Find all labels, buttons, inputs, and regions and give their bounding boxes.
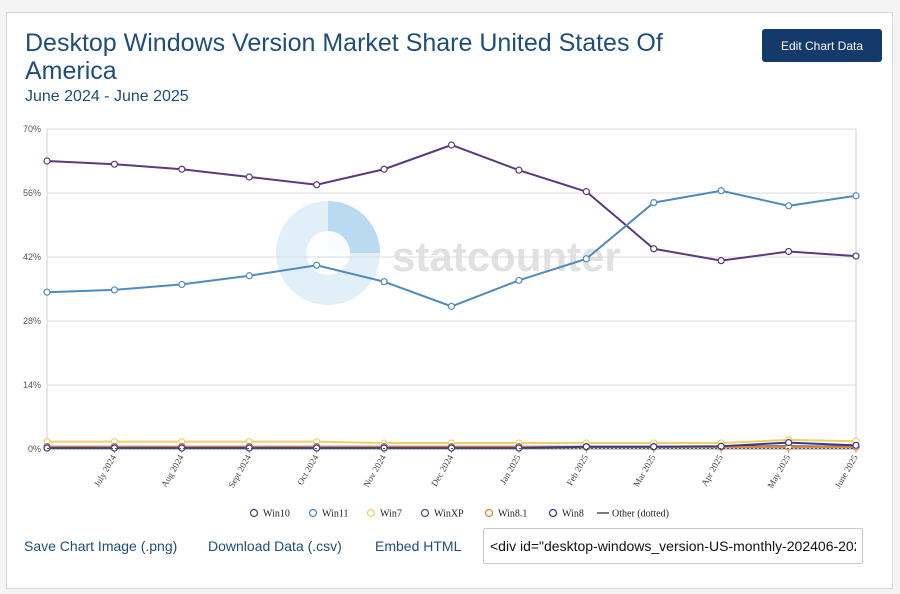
legend-label: Other (dotted) [612,509,669,520]
data-point[interactable] [380,165,388,173]
edit-chart-data-button[interactable]: Edit Chart Data [762,29,882,62]
data-point[interactable] [717,442,725,450]
date-range-subtitle: June 2024 - June 2025 [25,88,189,105]
chart-card: Desktop Windows Version Market Share Uni… [6,12,893,589]
legend-item[interactable]: Win7 [366,508,402,520]
series-win11 [43,187,860,310]
data-point[interactable] [110,286,119,294]
x-axis-ticks: July 2024 Aug 2024 Sept 2024 Oct 2024 Nov 20… [92,449,860,490]
x-tick-label: Aug 2024 [159,453,186,489]
x-tick-label: Oct 2024 [295,453,321,487]
data-point[interactable] [515,166,523,174]
data-point[interactable] [43,288,51,296]
legend-label: WinXP [434,509,464,520]
y-tick-label: 70% [23,124,41,134]
data-point[interactable] [178,165,186,173]
legend-item[interactable]: Win8 [548,508,584,520]
y-tick-label: 0% [28,444,41,454]
y-axis-ticks: 0% 14% 28% 42% 56% 70% [23,124,41,454]
data-point[interactable] [515,276,523,284]
save-chart-image-link[interactable]: Save Chart Image (.png) [24,538,178,554]
data-point[interactable] [178,280,186,289]
data-point[interactable] [784,247,793,256]
data-point[interactable] [380,278,388,286]
data-point[interactable] [650,245,658,253]
legend-label: Win8 [562,509,584,520]
x-tick-label: Feb 2025 [565,453,591,488]
data-point[interactable] [582,255,590,263]
data-point[interactable] [245,173,253,181]
data-point[interactable] [852,252,860,260]
x-tick-label: Sept 2024 [226,453,253,490]
chart-series [43,141,860,452]
x-tick-label: July 2024 [92,453,119,489]
x-tick-label: Dec 2024 [429,453,455,489]
data-point[interactable] [582,188,590,196]
x-tick-label: Nov 2024 [361,453,388,489]
y-tick-label: 28% [23,316,41,326]
data-point[interactable] [110,160,119,168]
download-data-link[interactable]: Download Data (.csv) [208,538,342,554]
legend-marker [484,508,494,518]
legend-marker [308,508,318,518]
data-point[interactable] [43,157,51,165]
series-win10 [43,141,860,265]
page-title: Desktop Windows Version Market Share Uni… [25,29,663,85]
legend-item[interactable]: Win8.1 [484,508,528,520]
legend-label: Win8.1 [498,509,527,520]
statcounter-watermark: statcounter [276,201,621,305]
legend-label: Win11 [322,509,348,520]
legend-label: Win7 [380,509,402,520]
legend-marker [420,508,430,518]
legend-label: Win10 [263,509,290,520]
data-point[interactable] [313,181,321,189]
legend-item[interactable]: Other (dotted) [597,509,669,520]
x-tick-label: June 2025 [833,453,860,490]
legend-item[interactable]: Win11 [308,508,349,520]
x-tick-label: Mar 2025 [631,453,658,489]
x-tick-label: Apr 2025 [699,453,725,488]
y-tick-label: 56% [23,188,41,198]
legend-item[interactable]: WinXP [420,508,465,520]
y-tick-label: 42% [23,252,41,262]
data-point[interactable] [784,202,793,210]
legend-marker [366,508,376,518]
data-point[interactable] [313,261,321,269]
embed-html-link[interactable]: Embed HTML [375,538,462,554]
data-point[interactable] [852,441,860,449]
data-point[interactable] [447,302,456,310]
x-tick-label: May 2025 [765,453,792,490]
data-point[interactable] [447,141,456,149]
data-point[interactable] [245,272,253,280]
chart-legend: Win10 Win11 Win7 WinXP Win8.1 Win8 Other (dott… [249,508,669,520]
data-point[interactable] [650,199,658,207]
data-point[interactable] [717,187,725,195]
data-point[interactable] [784,439,793,447]
data-point[interactable] [852,192,860,200]
legend-marker [548,508,558,518]
legend-item[interactable]: Win10 [249,508,290,520]
chart-grid [46,128,857,450]
legend-marker [249,508,259,518]
y-tick-label: 14% [23,380,41,390]
x-tick-label: Jan 2025 [498,453,523,486]
data-point[interactable] [717,257,725,265]
embed-code-field[interactable] [483,528,863,564]
